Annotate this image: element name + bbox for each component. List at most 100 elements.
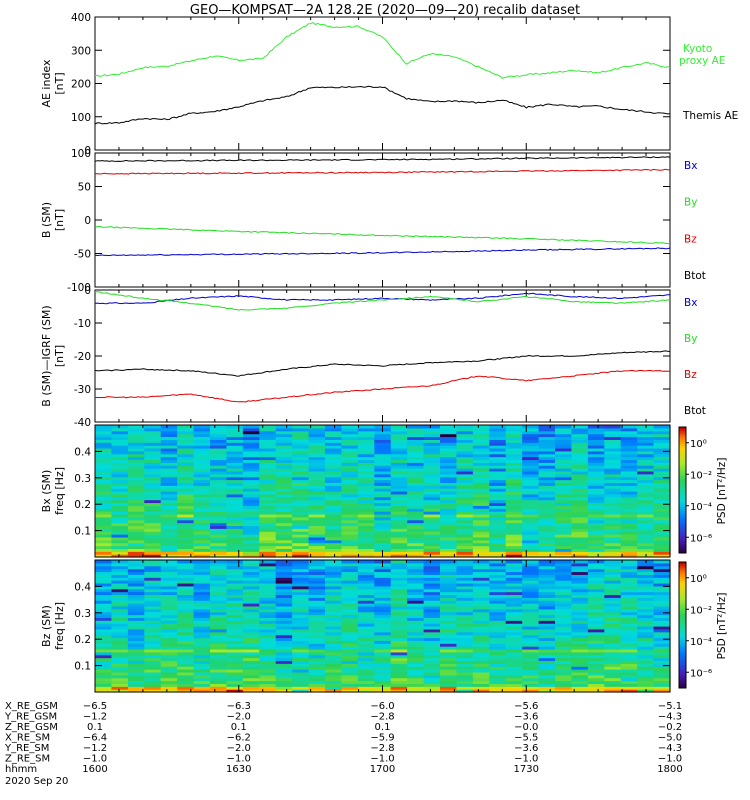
spectrogram-cell: [242, 442, 260, 446]
spectrogram-cell: [587, 548, 605, 552]
spectrogram-cell: [111, 626, 129, 630]
colorbar-segment: [679, 429, 686, 432]
colorbar-segment: [679, 540, 686, 543]
spectrogram-cell: [423, 519, 441, 524]
spectrogram-cell: [259, 548, 277, 552]
spectrogram-cell: [456, 470, 474, 475]
spectrogram-cell: [587, 591, 605, 596]
spectrogram-cell: [144, 545, 162, 549]
spectrogram-cell: [489, 482, 507, 486]
spectrogram-cell: [308, 571, 326, 575]
spectrogram-cell: [325, 502, 343, 506]
spectrogram-cell: [489, 577, 507, 581]
spectrogram-cell: [456, 603, 474, 607]
spectrogram-cell: [653, 562, 671, 567]
spectrogram-cell: [292, 516, 310, 521]
spectrogram-cell: [242, 493, 260, 498]
spectrogram-cell: [604, 608, 622, 613]
spectrogram-cell: [275, 626, 293, 630]
spectrogram-cell: [210, 588, 228, 593]
spectrogram-cell: [538, 482, 556, 486]
spectrogram-cell: [538, 674, 556, 679]
spectrogram-cell: [374, 680, 392, 684]
spectrogram-cell: [653, 476, 671, 481]
spectrogram-cell: [522, 588, 540, 593]
spectrogram-cell: [555, 591, 573, 596]
spectrogram-cell: [193, 562, 211, 567]
spectrogram-cell: [374, 582, 392, 587]
spectrogram-cell: [587, 513, 605, 518]
spectrogram-cell: [226, 539, 244, 544]
spectrogram-cell: [210, 677, 228, 682]
spectrogram-cell: [210, 657, 228, 662]
spectrogram-cell: [522, 608, 540, 613]
spectrogram-cell: [144, 686, 162, 690]
spectrogram-cell: [571, 648, 589, 653]
spectrogram-cell: [587, 462, 605, 466]
spectrogram-cell: [440, 626, 458, 630]
spectrogram-cell: [489, 534, 507, 538]
spectrogram-cell: [111, 491, 129, 495]
spectrogram-cell: [275, 536, 293, 541]
spectrogram-cell: [259, 689, 277, 693]
spectrogram-cell: [604, 617, 622, 621]
spectrogram-cell: [259, 456, 277, 461]
spectrogram-cell: [489, 626, 507, 630]
colorbar-segment: [679, 673, 686, 676]
colorbar-label: PSD [nT²/Hz]: [716, 593, 728, 660]
spectrogram-cell: [587, 439, 605, 443]
spectrogram-cell: [407, 425, 425, 429]
spectrogram-cell: [325, 686, 343, 690]
spectrogram-cell: [620, 660, 638, 664]
spectrogram-cell: [259, 436, 277, 440]
spectrogram-cell: [587, 680, 605, 684]
spectrogram-cell: [177, 542, 195, 547]
spectrogram-cell: [242, 605, 260, 610]
spectrogram-cell: [456, 597, 474, 601]
spectrogram-cell: [177, 468, 195, 472]
spectrogram-cell: [620, 631, 638, 636]
spectrogram-cell: [440, 646, 458, 650]
spectrogram-cell: [341, 623, 359, 627]
spectrogram-cell: [193, 614, 211, 618]
spectrogram-cell: [440, 513, 458, 518]
spectrogram-cell: [341, 539, 359, 544]
spectrogram-cell: [259, 582, 277, 587]
spectrogram-cell: [193, 542, 211, 547]
spectrogram-cell: [210, 620, 228, 624]
spectrogram-cell: [440, 637, 458, 641]
spectrogram-cell: [407, 646, 425, 650]
spectrogram-cell: [95, 683, 113, 687]
spectrogram-cell: [210, 654, 228, 659]
spectrogram-cell: [653, 522, 671, 527]
spectrogram-cell: [325, 628, 343, 633]
spectrogram-cell: [357, 465, 375, 469]
spectrogram-cell: [374, 600, 392, 604]
spectrogram-cell: [193, 554, 211, 558]
spectrogram-cell: [242, 608, 260, 613]
spectrogram-cell: [95, 531, 113, 535]
spectrogram-cell: [407, 513, 425, 518]
spectrogram-cell: [522, 628, 540, 633]
spectrogram-cell: [193, 433, 211, 438]
spectrogram-cell: [111, 430, 129, 435]
spectrogram-cell: [456, 519, 474, 524]
spectrogram-cell: [637, 571, 655, 575]
spectrogram-cell: [242, 508, 260, 512]
spectrogram-cell: [637, 574, 655, 578]
spectrogram-cell: [538, 560, 556, 564]
spectrogram-cell: [538, 669, 556, 673]
spectrogram-cell: [423, 508, 441, 512]
spectrogram-cell: [95, 465, 113, 469]
spectrogram-cell: [456, 588, 474, 593]
spectrogram-cell: [242, 657, 260, 662]
spectrogram-cell: [144, 508, 162, 512]
spectrogram-cell: [259, 519, 277, 524]
spectrogram-cell: [604, 442, 622, 446]
spectrogram-cell: [571, 528, 589, 532]
spectrogram-cell: [308, 560, 326, 564]
spectrogram-cell: [210, 430, 228, 435]
spectrogram-cell: [390, 585, 408, 590]
spectrogram-cell: [292, 611, 310, 616]
